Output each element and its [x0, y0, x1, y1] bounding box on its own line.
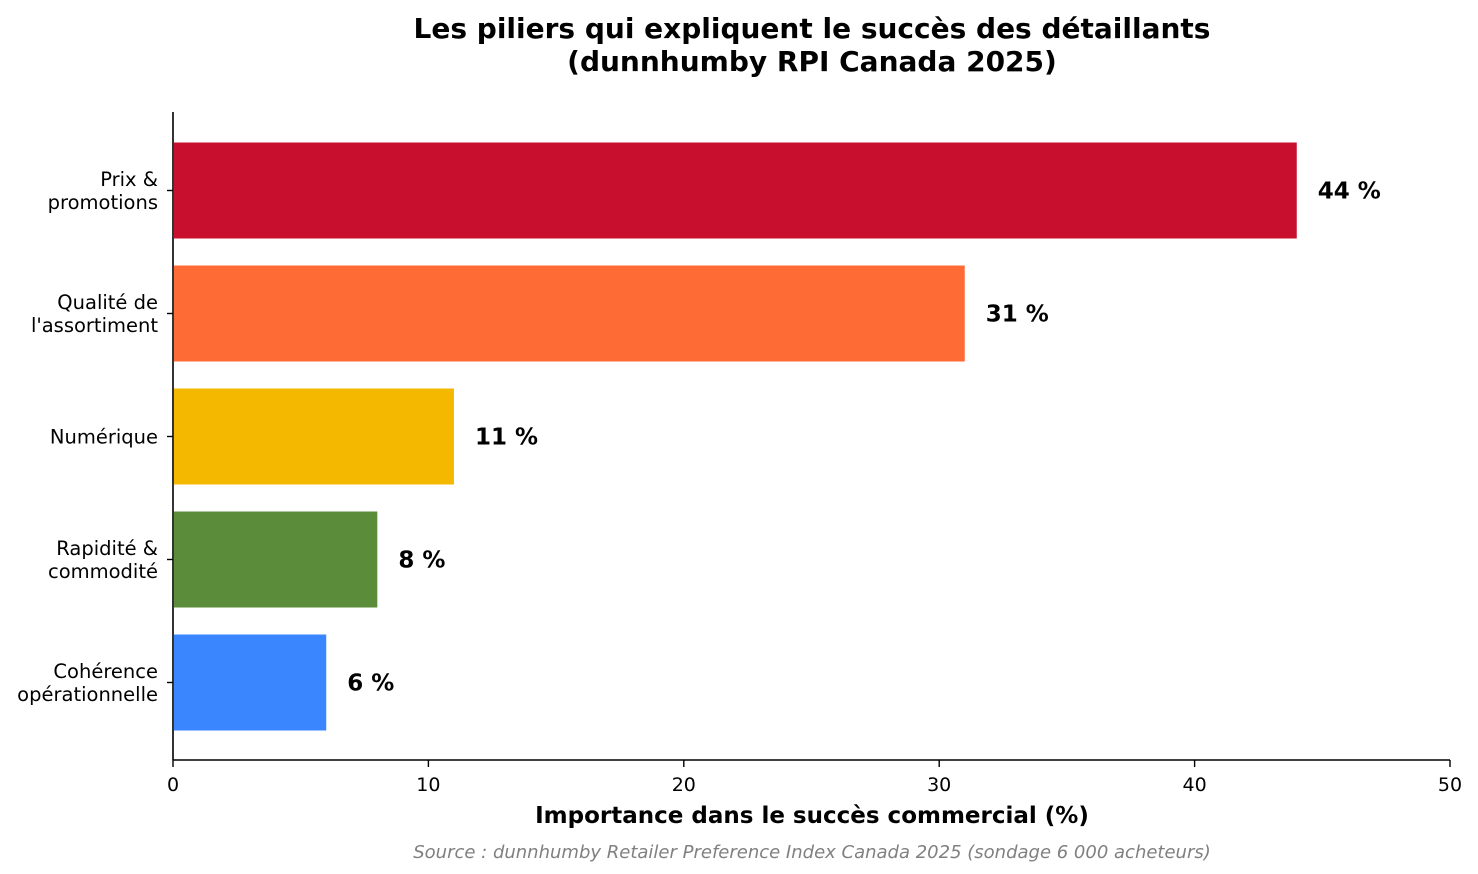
chart-title: Les piliers qui expliquent le succès des… [414, 12, 1211, 78]
x-tick-label-4: 40 [1183, 774, 1207, 796]
x-axis-ticks: 0 10 20 30 40 50 [167, 760, 1462, 796]
category-labels: Prix &promotions Qualité del'assortiment N… [17, 168, 173, 706]
category-label-4-line-0: Cohérence [53, 660, 158, 683]
bar-3 [174, 511, 378, 608]
category-label-0-line-0: Prix & [100, 168, 158, 191]
bars-group [174, 142, 1297, 731]
bar-0 [174, 142, 1297, 239]
category-label-0-line-1: promotions [48, 191, 158, 214]
chart-title-line-1: Les piliers qui expliquent le succès des… [414, 12, 1211, 45]
bar-value-label-2: 11 % [475, 425, 538, 451]
bar-value-label-1: 31 % [986, 302, 1049, 328]
category-label-4-line-1: opérationnelle [17, 683, 158, 706]
x-tick-label-3: 30 [927, 774, 951, 796]
source-note: Source : dunnhumby Retailer Preference I… [413, 842, 1211, 863]
x-tick-label-0: 0 [167, 774, 179, 796]
x-tick-label-2: 20 [672, 774, 696, 796]
bar-1 [174, 265, 965, 362]
x-axis-label: Importance dans le succès commercial (%) [535, 803, 1089, 829]
bar-value-label-3: 8 % [398, 548, 445, 574]
bar-value-labels: 44 % 31 % 11 % 8 % 6 % [347, 179, 1381, 697]
x-tick-label-5: 50 [1438, 774, 1462, 796]
bar-value-label-0: 44 % [1318, 179, 1381, 205]
category-label-1-line-1: l'assortiment [31, 314, 158, 337]
category-label-1-line-0: Qualité de [57, 291, 158, 314]
x-tick-label-1: 10 [416, 774, 440, 796]
chart-title-line-2: (dunnhumby RPI Canada 2025) [567, 45, 1057, 78]
category-label-2-line-0: Numérique [50, 426, 158, 449]
bar-2 [174, 388, 454, 485]
category-label-3-line-1: commodité [48, 560, 158, 583]
bar-4 [174, 634, 327, 731]
category-label-3-line-0: Rapidité & [56, 537, 158, 560]
bar-value-label-4: 6 % [347, 671, 394, 697]
